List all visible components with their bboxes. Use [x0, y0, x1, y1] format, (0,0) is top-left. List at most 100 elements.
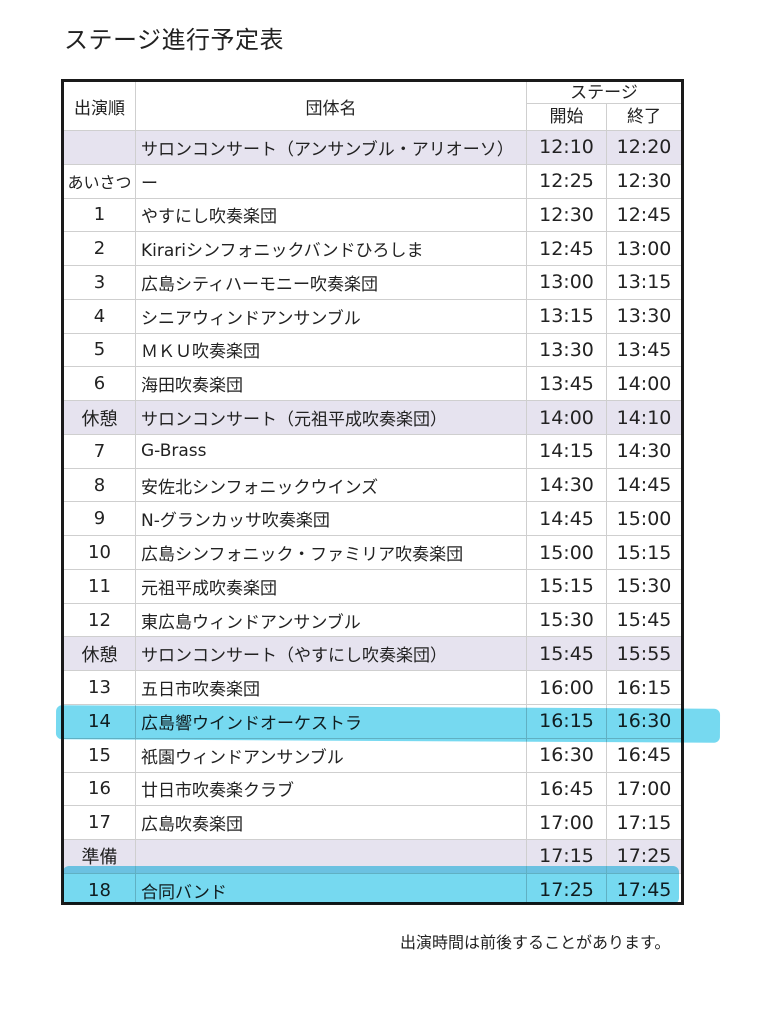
- row-start-time: 12:25: [527, 164, 607, 198]
- table-row: あいさつー 12:25 12:30: [64, 163, 681, 198]
- row-end-time: 14:10: [616, 406, 672, 429]
- row-group-name: 海田吹奏楽団: [136, 367, 527, 401]
- row-end-time: 15:45: [616, 609, 672, 632]
- table-row: サロンコンサート（アンサンブル・アリオーソ） 12:10 12:20: [64, 130, 681, 164]
- row-group-name: N-グランカッサ吹奏楽団: [136, 502, 527, 536]
- table-row: 6 海田吹奏楽団 13:45 14:00: [64, 366, 681, 401]
- header-group: 団体名: [136, 82, 527, 130]
- row-order: 7: [64, 434, 136, 468]
- row-end-time: 13:45: [616, 338, 672, 361]
- row-start-time: 17:15: [527, 840, 607, 873]
- row-order: 準備: [64, 840, 136, 873]
- row-group-name: Kirariシンフォニックバンドひろしま: [136, 232, 527, 266]
- row-group-name: 広島吹奏楽団: [136, 806, 527, 840]
- table-row: 9 N-グランカッサ吹奏楽団 14:45 15:00: [64, 501, 681, 536]
- row-start-time: 14:15: [527, 434, 607, 468]
- highlight-marker: [63, 866, 679, 904]
- row-group-name: やすにし吹奏楽団: [136, 198, 527, 232]
- row-group-name: 広島シンフォニック・ファミリア吹奏楽団: [136, 536, 527, 569]
- row-order: 15: [64, 738, 136, 772]
- row-end-time: 14:45: [616, 474, 672, 497]
- row-end-time: 14:30: [616, 440, 672, 463]
- row-order: 12: [64, 603, 136, 637]
- row-end-time: 14:00: [616, 372, 672, 395]
- table-header: 出演順 団体名 ステージ 開始 終了: [64, 82, 681, 130]
- row-end-time: 15:30: [616, 575, 672, 598]
- row-order: 2: [64, 232, 136, 266]
- table-row: 8 安佐北シンフォニックウインズ 14:30 14:45: [64, 467, 681, 502]
- row-end-time: 17:25: [616, 845, 672, 868]
- row-start-time: 16:45: [527, 772, 607, 806]
- row-start-time: 12:10: [527, 131, 607, 164]
- row-start-time: 14:45: [527, 502, 607, 536]
- table-row: 1 やすにし吹奏楽団 12:30 12:45: [64, 197, 681, 232]
- row-order: 1: [64, 198, 136, 232]
- row-start-time: 14:00: [527, 401, 607, 434]
- row-end-time: 16:45: [616, 744, 672, 767]
- table-row: 4 シニアウィンドアンサンブル 13:15 13:30: [64, 298, 681, 333]
- row-order: あいさつ: [64, 164, 136, 198]
- footnote: 出演時間は前後することがあります。: [400, 933, 671, 952]
- table-row: 17 広島吹奏楽団 17:00 17:15: [64, 805, 681, 840]
- row-group-name: 元祖平成吹奏楽団: [136, 569, 527, 603]
- page-title: ステージ進行予定表: [64, 26, 285, 54]
- row-group-name: サロンコンサート（アンサンブル・アリオーソ）: [136, 131, 527, 164]
- table-body: サロンコンサート（アンサンブル・アリオーソ） 12:10 12:20 あいさつー 12:…: [64, 130, 681, 902]
- row-group-name: 東広島ウィンドアンサンブル: [136, 603, 527, 637]
- table-row: 2 Kirariシンフォニックバンドひろしま 12:45 13:00: [64, 231, 681, 266]
- table-row: 5 ＭＫＵ吹奏楽団 13:30 13:45: [64, 332, 681, 367]
- table-row: 休憩 サロンコンサート（やすにし吹奏楽団） 15:45 15:55: [64, 636, 681, 671]
- row-start-time: 13:45: [527, 367, 607, 401]
- table-row: 15 祇園ウィンドアンサンブル 16:30 16:45: [64, 737, 681, 772]
- row-group-name: [136, 840, 527, 873]
- row-group-name: 広島シティハーモニー吹奏楽団: [136, 266, 527, 299]
- row-start-time: 12:30: [527, 198, 607, 232]
- row-order: 17: [64, 806, 136, 840]
- row-end-time: 12:45: [616, 203, 672, 226]
- header-order: 出演順: [64, 82, 136, 130]
- row-group-name: ー: [136, 164, 527, 198]
- row-order: 9: [64, 502, 136, 536]
- row-order: 5: [64, 333, 136, 367]
- header-end: 終了: [627, 107, 661, 127]
- row-order: 13: [64, 671, 136, 705]
- table-row: 7 G-Brass 14:15 14:30: [64, 433, 681, 468]
- row-order: 16: [64, 772, 136, 806]
- table-row: 12 東広島ウィンドアンサンブル 15:30 15:45: [64, 602, 681, 637]
- row-end-time: 17:00: [616, 777, 672, 800]
- row-order: 6: [64, 367, 136, 401]
- row-order: 10: [64, 536, 136, 569]
- row-start-time: 13:30: [527, 333, 607, 367]
- row-start-time: 16:30: [527, 738, 607, 772]
- schedule-table: 出演順 団体名 ステージ 開始 終了 サロンコンサート（アンサンブル・アリオーソ…: [61, 79, 684, 905]
- row-end-time: 15:55: [616, 642, 672, 665]
- row-start-time: 15:45: [527, 637, 607, 671]
- row-order: 11: [64, 569, 136, 603]
- row-group-name: サロンコンサート（やすにし吹奏楽団）: [136, 637, 527, 671]
- row-end-time: 12:20: [616, 136, 672, 159]
- row-start-time: 14:30: [527, 468, 607, 502]
- row-group-name: 五日市吹奏楽団: [136, 671, 527, 705]
- row-start-time: 15:15: [527, 569, 607, 603]
- row-order: 8: [64, 468, 136, 502]
- row-end-time: 13:30: [616, 305, 672, 328]
- row-group-name: 安佐北シンフォニックウインズ: [136, 468, 527, 502]
- header-stage-group: ステージ 開始 終了: [527, 82, 681, 130]
- row-order: 休憩: [64, 637, 136, 671]
- row-start-time: 13:00: [527, 266, 607, 299]
- table-row: 3 広島シティハーモニー吹奏楽団 13:00 13:15: [64, 265, 681, 299]
- row-order: 4: [64, 299, 136, 333]
- row-group-name: G-Brass: [136, 434, 527, 468]
- row-group-name: ＭＫＵ吹奏楽団: [136, 333, 527, 367]
- row-start-time: 13:15: [527, 299, 607, 333]
- row-end-time: 15:00: [616, 507, 672, 530]
- row-end-time: 17:15: [616, 811, 672, 834]
- row-group-name: 廿日市吹奏楽クラブ: [136, 772, 527, 806]
- row-start-time: 16:00: [527, 671, 607, 705]
- row-order: 休憩: [64, 401, 136, 434]
- row-start-time: 15:30: [527, 603, 607, 637]
- row-start-time: 17:00: [527, 806, 607, 840]
- row-order: [64, 131, 136, 164]
- highlight-marker: [55, 705, 721, 743]
- table-row: 13 五日市吹奏楽団 16:00 16:15: [64, 670, 681, 705]
